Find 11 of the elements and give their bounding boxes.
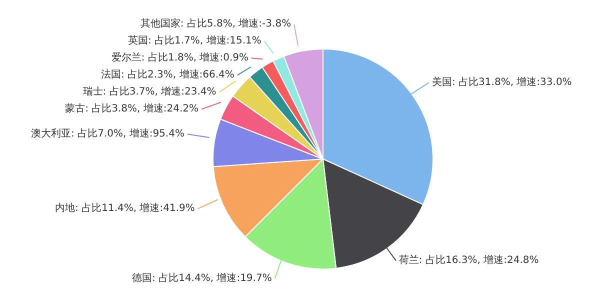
slice-label: 澳大利亚: 占比7.0%, 增速:95.4%	[31, 128, 184, 140]
slice-label: 德国: 占比14.4%, 增速:19.7%	[132, 272, 272, 284]
slice-label: 其他国家: 占比5.8%, 增速:-3.8%	[140, 18, 292, 30]
slice-label: 法国: 占比2.3%, 增速:66.4%	[100, 68, 234, 81]
slice-label: 英国: 占比1.7%, 增速:15.1%	[128, 34, 262, 47]
slice-label: 内地: 占比11.4%, 增速:41.9%	[55, 202, 195, 214]
slice-label: 美国: 占比31.8%, 增速:33.0%	[432, 76, 572, 88]
slice-label: 蒙古: 占比3.8%, 增速:24.2%	[65, 102, 199, 115]
slice-label: 爱尔兰: 占比1.8%, 增速:0.9%	[111, 52, 249, 64]
slice-label: 荷兰: 占比16.3%, 增速:24.8%	[398, 254, 539, 266]
slice-label: 瑞士: 占比3.7%, 增速:23.4%	[82, 86, 216, 98]
